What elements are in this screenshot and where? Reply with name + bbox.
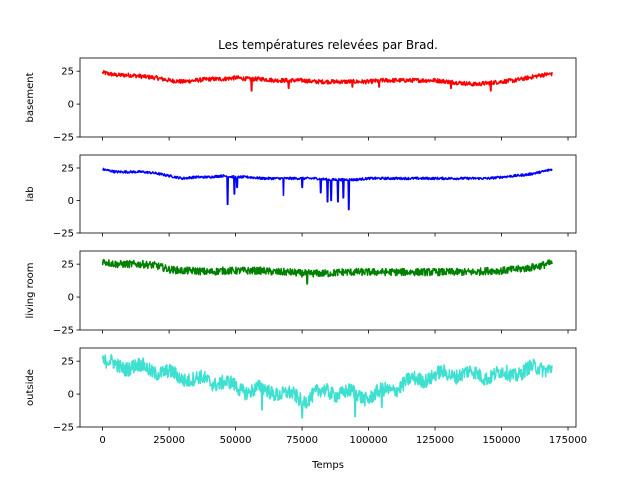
series-line-living-room: [101, 258, 553, 285]
axes-frame: [79, 347, 577, 428]
x-tick-label: 0: [99, 435, 105, 446]
chart-title: Les températures relevées par Brad.: [218, 38, 438, 52]
subplot-outside: −25 0 25 0 25000 50000 75000 100000 125000 150000…: [25, 347, 587, 446]
y-axis-label: basement: [25, 72, 36, 122]
subplots: −25 0 25 basement −25 0 25 lab −25 0 25 living room…: [25, 57, 587, 446]
y-tick-label: −25: [53, 229, 74, 240]
subplot-basement: −25 0 25 basement: [25, 57, 577, 144]
y-tick-label: −25: [53, 326, 74, 337]
axes-frame: [79, 154, 577, 234]
y-axis-label: lab: [25, 186, 36, 201]
series-line-lab: [102, 167, 553, 211]
axes-frame: [79, 57, 577, 138]
y-tick-label: −25: [53, 423, 74, 434]
series-line-outside: [101, 354, 553, 419]
y-tick-label: 0: [68, 196, 74, 207]
y-tick-label: 25: [61, 67, 74, 78]
y-tick-label: 0: [68, 293, 74, 304]
x-tick-label: 75000: [286, 435, 318, 446]
x-tick-label: 100000: [349, 435, 387, 446]
y-tick-label: 0: [68, 100, 74, 111]
x-tick-label: 25000: [153, 435, 185, 446]
y-tick-label: 25: [61, 260, 74, 271]
x-tick-label: 175000: [549, 435, 587, 446]
x-tick-label: 150000: [482, 435, 520, 446]
subplot-living-room: −25 0 25 living room: [25, 250, 577, 337]
y-axis-label: outside: [25, 369, 36, 406]
x-tick-label: 125000: [416, 435, 454, 446]
axes-frame: [79, 250, 577, 331]
y-tick-label: 0: [68, 390, 74, 401]
y-tick-label: −25: [53, 133, 74, 144]
series-line-basement: [101, 69, 553, 92]
y-axis-label: living room: [25, 263, 36, 319]
x-axis-label: Temps: [311, 460, 344, 471]
y-tick-label: 25: [61, 357, 74, 368]
y-tick-label: 25: [61, 164, 74, 175]
x-tick-label: 50000: [220, 435, 252, 446]
subplot-lab: −25 0 25 lab: [25, 154, 577, 240]
